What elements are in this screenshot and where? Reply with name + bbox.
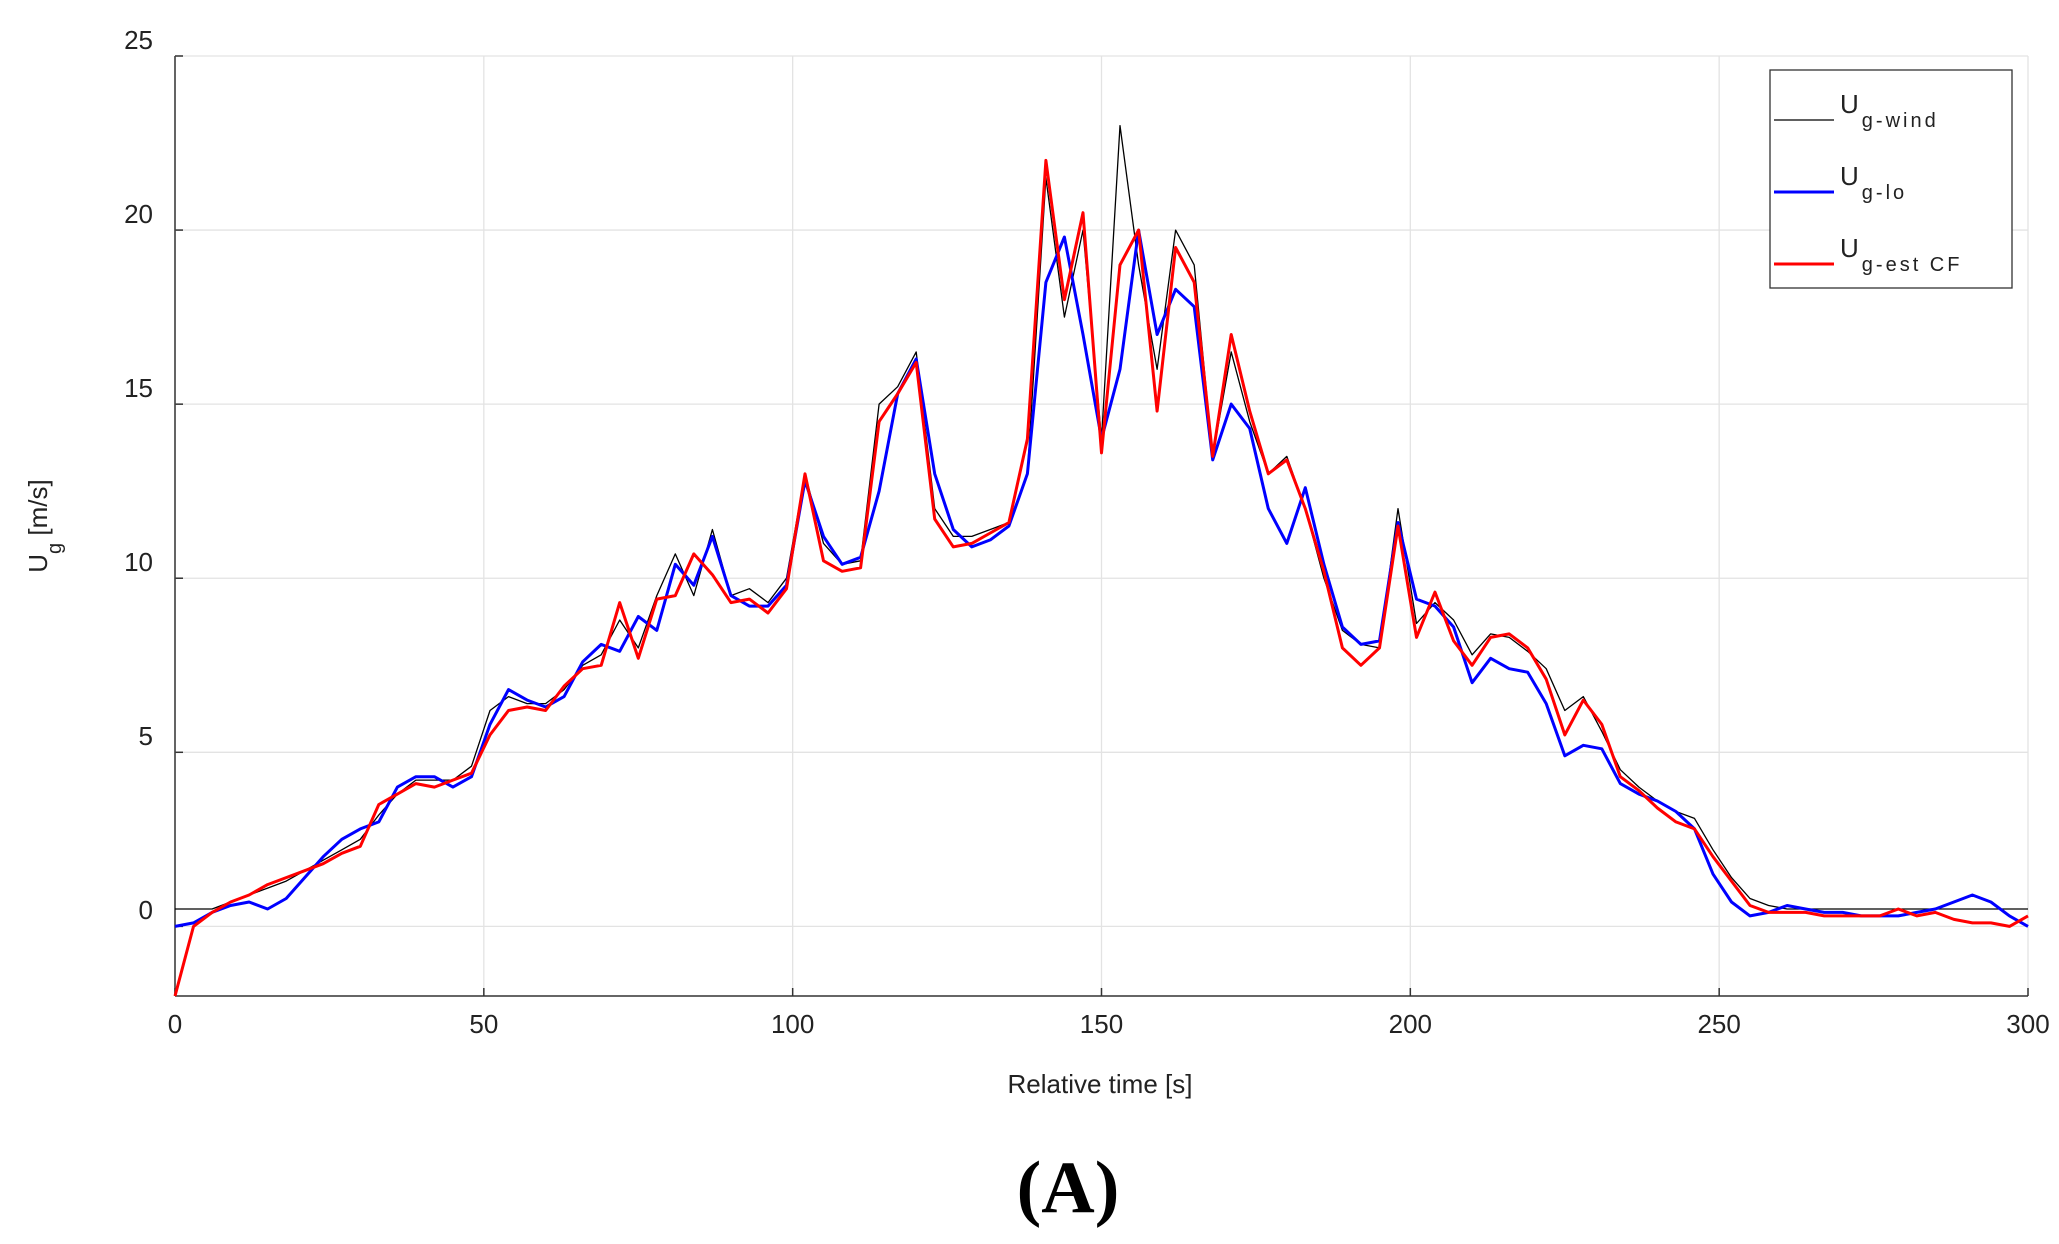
y-tick-label: 10 bbox=[124, 547, 153, 577]
legend-label: Ug-wind bbox=[1840, 89, 1939, 132]
x-tick-label: 150 bbox=[1080, 1009, 1123, 1039]
x-tick-label: 200 bbox=[1389, 1009, 1432, 1039]
legend-box bbox=[1769, 69, 2013, 289]
x-tick-label: 50 bbox=[469, 1009, 498, 1039]
y-tick-label: 5 bbox=[139, 721, 153, 751]
x-axis-label: Relative time [s] bbox=[1008, 1069, 1193, 1099]
legend-label: Ug-est CF bbox=[1840, 233, 1962, 276]
x-tick-label: 100 bbox=[771, 1009, 814, 1039]
legend-label: Ug-lo bbox=[1840, 161, 1907, 204]
y-tick-label: 20 bbox=[124, 199, 153, 229]
series-line bbox=[173, 158, 2029, 997]
x-tick-label: 250 bbox=[1697, 1009, 1740, 1039]
x-tick-label: 0 bbox=[168, 1009, 182, 1039]
x-tick-label: 300 bbox=[2006, 1009, 2049, 1039]
chart-title: (A) bbox=[1017, 1147, 1120, 1229]
y-tick-label: 15 bbox=[124, 373, 153, 403]
y-tick-label: 25 bbox=[124, 25, 153, 55]
y-axis-label: Ug [m/s] bbox=[23, 479, 66, 572]
y-tick-label: 0 bbox=[139, 895, 153, 925]
